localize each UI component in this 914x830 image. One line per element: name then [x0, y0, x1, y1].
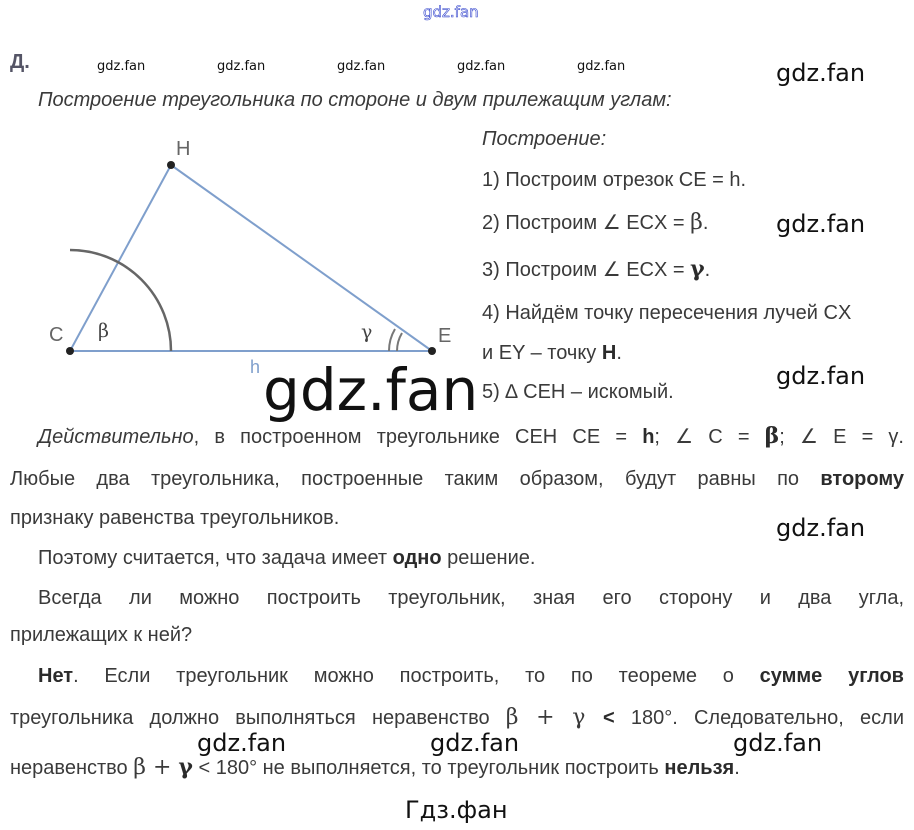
- step-3: 3) Построим ∠ ECX = γ.: [482, 256, 711, 282]
- point-c: [66, 347, 74, 355]
- watermark-small: gdz.fan: [97, 59, 146, 74]
- beta-arc: [69, 248, 173, 352]
- section-label: Д.: [10, 51, 30, 73]
- paragraph-4-line-3: неравенство β + γ < 180° не выполняется,…: [10, 754, 740, 780]
- step-4: 4) Найдём точку пересечения лучей CX: [482, 302, 852, 324]
- gamma-arc-inner: [396, 332, 403, 352]
- paragraph-3: Всегда ли можно построить треугольник, з…: [38, 587, 904, 609]
- watermark-right: gdz.fan: [776, 210, 866, 238]
- paragraph-1: Действительно, в построенном треугольник…: [38, 423, 904, 449]
- paragraph-1-line-2: Любые два треугольника, построенные таки…: [10, 468, 904, 490]
- label-gamma: γ: [361, 321, 372, 343]
- gamma-arc-outer: [387, 328, 396, 352]
- watermark-footer: Гдз.фан: [405, 796, 508, 824]
- watermark-small: gdz.fan: [337, 59, 386, 74]
- side-ch: [69, 164, 172, 352]
- watermark-big: gdz.fan: [263, 356, 479, 424]
- step-4-cont: и EY – точку H.: [482, 342, 622, 364]
- label-beta: β: [98, 320, 109, 342]
- label-h: H: [176, 138, 190, 160]
- watermark-right: gdz.fan: [776, 59, 866, 87]
- triangle-figure: H C E β γ h: [49, 138, 451, 377]
- step-1: 1) Построим отрезок CE = h.: [482, 169, 747, 191]
- paragraph-1-line-3: признаку равенства треугольников.: [10, 507, 340, 529]
- heading: Построение треугольника по стороне и дву…: [38, 89, 672, 111]
- paragraph-4: Нет. Если треугольник можно построить, т…: [38, 665, 904, 687]
- watermark-right: gdz.fan: [776, 514, 866, 542]
- paragraph-2: Поэтому считается, что задача имеет одно…: [38, 547, 536, 569]
- label-e: E: [438, 325, 451, 347]
- paragraph-4-line-2: треугольника должно выполняться неравенс…: [10, 705, 904, 730]
- watermark-top: gdz.fan: [423, 3, 479, 22]
- point-h: [167, 161, 175, 169]
- paragraph-3-line-2: прилежащих к ней?: [10, 624, 193, 646]
- watermark-small: gdz.fan: [217, 59, 266, 74]
- watermark-bottom: gdz.fan: [733, 729, 823, 757]
- watermark-small: gdz.fan: [577, 59, 626, 74]
- watermark-small: gdz.fan: [457, 59, 506, 74]
- step-2: 2) Построим ∠ ECX = β.: [482, 210, 709, 235]
- watermark-bottom: gdz.fan: [197, 729, 287, 757]
- point-e: [428, 347, 436, 355]
- label-c: C: [49, 324, 63, 346]
- side-he: [170, 164, 433, 352]
- label-h-side: h: [250, 357, 260, 377]
- watermark-bottom: gdz.fan: [430, 729, 520, 757]
- construction-title: Построение:: [482, 128, 607, 150]
- watermark-right: gdz.fan: [776, 362, 866, 390]
- step-5: 5) ∆ CEH – искомый.: [482, 381, 674, 403]
